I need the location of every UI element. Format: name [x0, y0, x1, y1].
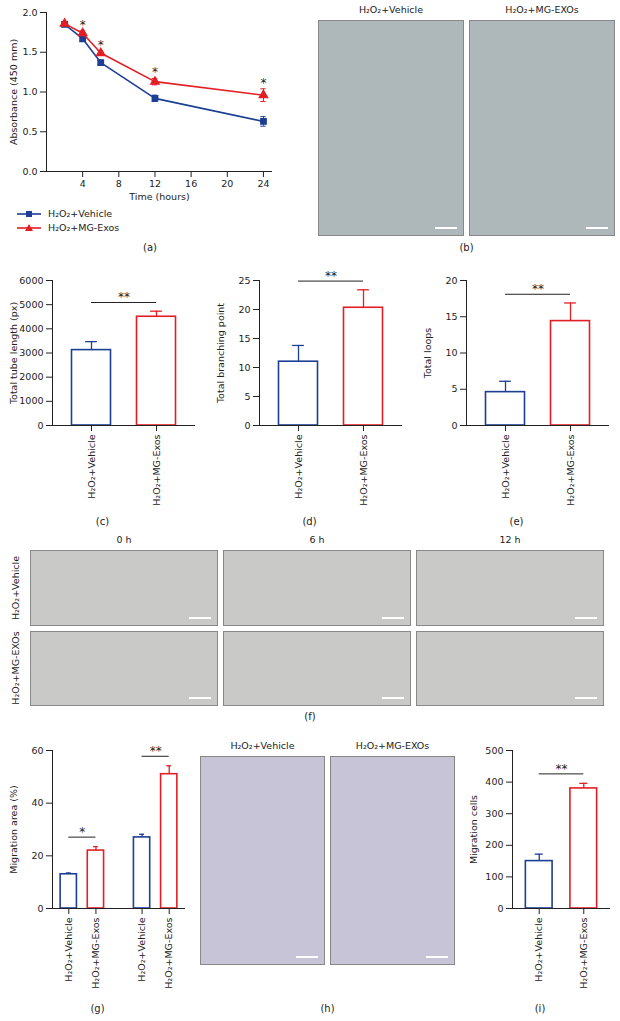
- svg-text:100: 100: [485, 871, 503, 882]
- svg-text:Time (hours): Time (hours): [128, 191, 189, 202]
- html-text:(c): (c): [95, 516, 110, 527]
- svg-text:Migration area (%): Migration area (%): [8, 785, 19, 873]
- html-text:0 h: 0 h: [116, 534, 132, 545]
- svg-text:H₂O₂+MG-Exos: H₂O₂+MG-Exos: [358, 434, 369, 505]
- svg-text:Absorbance (450 mm): Absorbance (450 mm): [8, 39, 19, 145]
- html-text:H₂O₂+Vehicle: H₂O₂+Vehicle: [358, 4, 424, 15]
- svg-text:4000: 4000: [19, 323, 43, 334]
- html-text:H₂O₂+MG-EXOs: H₂O₂+MG-EXOs: [505, 4, 579, 15]
- svg-text:15: 15: [238, 333, 250, 344]
- svg-text:H₂O₂+MG-Exos: H₂O₂+MG-Exos: [163, 917, 174, 988]
- svg-text:H₂O₂+Vehicle: H₂O₂+Vehicle: [293, 434, 304, 498]
- svg-text:0: 0: [497, 903, 503, 914]
- svg-text:20: 20: [221, 178, 233, 189]
- svg-text:4: 4: [80, 178, 86, 189]
- svg-text:H₂O₂+Vehicle: H₂O₂+Vehicle: [86, 434, 97, 498]
- html-text:H₂O₂+MG-EXOs: H₂O₂+MG-EXOs: [10, 631, 21, 705]
- svg-text:16: 16: [185, 178, 197, 189]
- svg-text:*: *: [152, 65, 158, 79]
- svg-text:H₂O₂+Vehicle: H₂O₂+Vehicle: [500, 434, 511, 498]
- svg-text:*: *: [80, 18, 86, 32]
- svg-text:0: 0: [451, 420, 457, 431]
- html-text:(h): (h): [320, 1003, 335, 1014]
- html-text:H₂O₂+MG-EXOs: H₂O₂+MG-EXOs: [355, 740, 430, 751]
- svg-text:*: *: [98, 38, 104, 52]
- html-text:(d): (d): [302, 516, 317, 527]
- svg-text:**: **: [150, 744, 162, 758]
- svg-text:15: 15: [445, 311, 457, 322]
- html-text:H₂O₂+Vehicle: H₂O₂+Vehicle: [230, 740, 295, 751]
- svg-text:10: 10: [445, 347, 457, 358]
- svg-text:5: 5: [244, 391, 250, 402]
- svg-text:H₂O₂+MG-Exos: H₂O₂+MG-Exos: [565, 434, 576, 505]
- svg-text:1.0: 1.0: [22, 86, 37, 97]
- svg-text:12: 12: [149, 178, 161, 189]
- svg-text:3000: 3000: [19, 347, 43, 358]
- svg-text:300: 300: [485, 808, 503, 819]
- svg-text:5: 5: [451, 383, 457, 394]
- svg-text:H₂O₂+Vehicle: H₂O₂+Vehicle: [63, 917, 74, 981]
- svg-text:25: 25: [238, 275, 250, 286]
- svg-text:H₂O₂+MG-Exos: H₂O₂+MG-Exos: [90, 917, 101, 988]
- svg-text:60: 60: [31, 745, 43, 756]
- svg-text:8: 8: [116, 178, 122, 189]
- svg-text:*: *: [260, 76, 266, 90]
- svg-text:**: **: [118, 290, 130, 304]
- svg-text:400: 400: [485, 776, 503, 787]
- svg-text:Total loops: Total loops: [422, 328, 433, 380]
- svg-text:2.0: 2.0: [22, 7, 37, 18]
- html-text:(g): (g): [90, 1003, 105, 1014]
- svg-text:Migration cells: Migration cells: [468, 795, 479, 864]
- svg-text:Total branching point: Total branching point: [215, 303, 226, 404]
- svg-text:0: 0: [37, 420, 43, 431]
- svg-text:0: 0: [244, 420, 250, 431]
- html-text:H₂O₂+Vehicle: H₂O₂+Vehicle: [10, 555, 21, 620]
- html-text:(f): (f): [304, 711, 316, 722]
- svg-text:5000: 5000: [19, 299, 43, 310]
- html-text:H₂O₂+Vehicle: H₂O₂+Vehicle: [48, 208, 113, 219]
- svg-text:Total tube length (px): Total tube length (px): [8, 302, 19, 405]
- svg-text:2000: 2000: [19, 371, 43, 382]
- svg-text:*: *: [79, 825, 85, 839]
- svg-text:20: 20: [238, 304, 250, 315]
- svg-text:10: 10: [238, 362, 250, 373]
- html-text:(i): (i): [534, 1003, 546, 1014]
- svg-text:500: 500: [485, 745, 503, 756]
- svg-text:24: 24: [257, 178, 269, 189]
- svg-text:H₂O₂+MG-Exos: H₂O₂+MG-Exos: [578, 917, 589, 988]
- svg-text:H₂O₂+Vehicle: H₂O₂+Vehicle: [136, 917, 147, 981]
- svg-text:200: 200: [485, 839, 503, 850]
- html-text:(e): (e): [509, 516, 524, 527]
- svg-text:6000: 6000: [19, 275, 43, 286]
- html-text:6 h: 6 h: [309, 534, 325, 545]
- svg-text:1.5: 1.5: [22, 46, 37, 57]
- svg-text:0: 0: [37, 903, 43, 914]
- html-text:H₂O₂+MG-Exos: H₂O₂+MG-Exos: [48, 222, 120, 233]
- svg-text:H₂O₂+MG-Exos: H₂O₂+MG-Exos: [151, 434, 162, 505]
- svg-text:20: 20: [31, 850, 43, 861]
- svg-text:0.5: 0.5: [22, 126, 37, 137]
- svg-text:0.0: 0.0: [22, 166, 37, 177]
- svg-text:**: **: [325, 269, 337, 283]
- svg-text:**: **: [532, 282, 544, 296]
- svg-text:40: 40: [31, 797, 43, 808]
- svg-text:1000: 1000: [19, 395, 43, 406]
- html-text:12 h: 12 h: [499, 534, 521, 545]
- svg-text:H₂O₂+Vehicle: H₂O₂+Vehicle: [533, 917, 544, 981]
- svg-text:**: **: [556, 762, 568, 776]
- html-text:(b): (b): [459, 242, 474, 253]
- svg-text:20: 20: [445, 275, 457, 286]
- html-text:(a): (a): [143, 242, 157, 253]
